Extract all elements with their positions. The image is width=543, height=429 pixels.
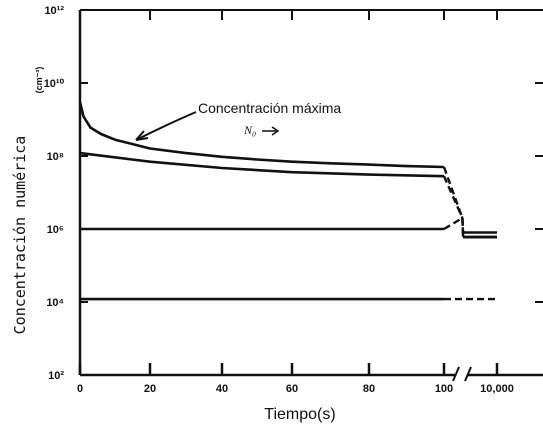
annotation-arrow-head (135, 130, 149, 141)
series-line-0 (78, 101, 445, 169)
y-tick-label: 10² (48, 370, 64, 382)
axis-break-mark (464, 366, 472, 382)
series-line-1 (79, 151, 445, 178)
series-layer (78, 101, 497, 301)
x-tick-label: 60 (286, 383, 298, 395)
x-tick-label: 20 (144, 383, 156, 395)
axis-break-gap (456, 367, 468, 381)
y-tick-label: 10¹⁰ (44, 78, 65, 90)
x-tick-label: 80 (363, 383, 375, 395)
x-tick-label: 10,000 (480, 383, 514, 395)
annotation-arrow (135, 111, 197, 141)
x-tick-label: 40 (216, 383, 228, 395)
series-transition-2 (443, 215, 465, 233)
x-axis-title: Tiempo(s) (264, 406, 335, 423)
y-tick-label: 10⁴ (46, 297, 64, 309)
y-tick-label: 10¹² (44, 5, 64, 17)
y-tick-label: 10⁶ (47, 224, 64, 236)
annotation-n0: N₀ (243, 123, 256, 137)
ticks-layer: 0 20 40 60 80 100 10,000 10² 10⁴ 10⁶ 10⁸ 10¹⁰ 10¹² (44, 5, 543, 395)
annotation-n0-arrow (262, 126, 280, 136)
x-tick-label: 0 (77, 383, 83, 395)
y-axis-title: Concentración numérica (11, 136, 29, 335)
annotation-max-concentration: Concentración máxima (198, 100, 341, 116)
y-axis-unit: (cm⁻³) (34, 67, 44, 94)
axis-break-mark (452, 366, 460, 382)
y-tick-label: 10⁸ (47, 151, 64, 163)
x-tick-label: 100 (435, 383, 453, 395)
plot-frame (78, 9, 543, 382)
